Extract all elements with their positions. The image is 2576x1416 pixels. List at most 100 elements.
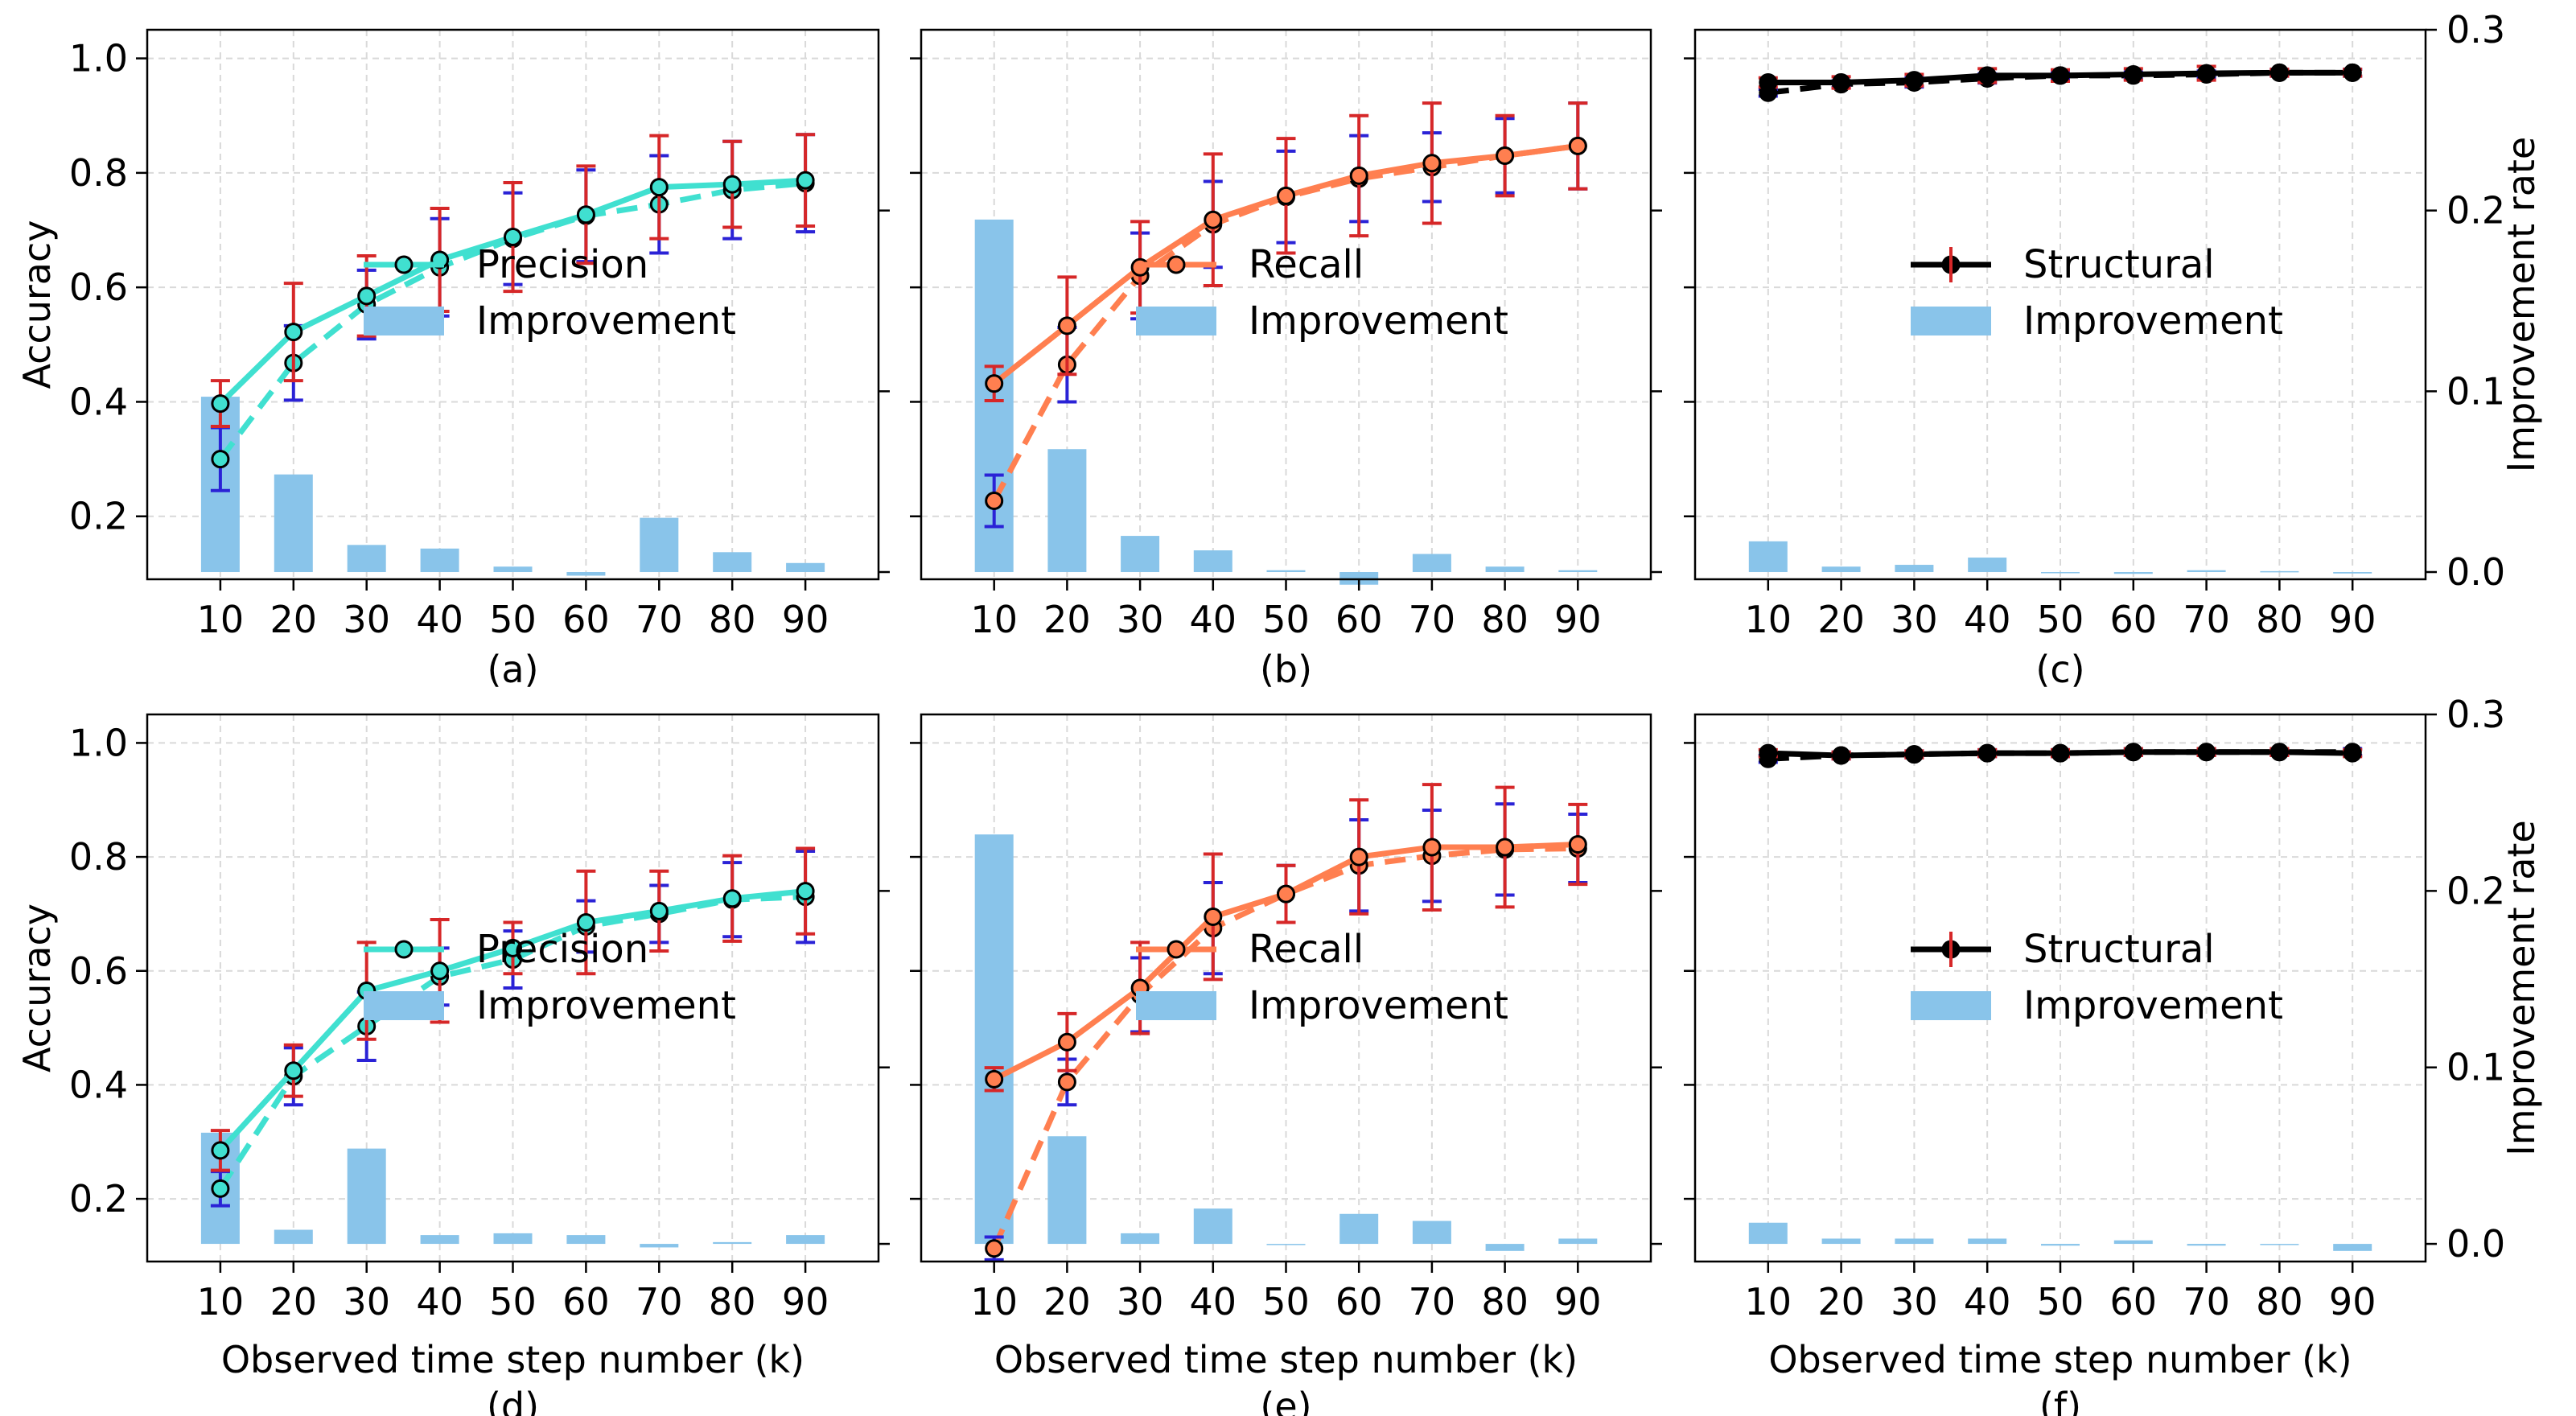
improvement-bars xyxy=(1748,541,2372,574)
data-point xyxy=(211,1141,230,1160)
x-tick-label: 70 xyxy=(1409,1280,1456,1323)
data-point xyxy=(2343,743,2362,763)
x-tick-label: 20 xyxy=(270,598,318,641)
data-point xyxy=(1349,166,1368,185)
improvement-bar xyxy=(1121,536,1160,573)
data-point xyxy=(2124,64,2143,84)
legend-label: Improvement xyxy=(1249,298,1508,344)
recall-series xyxy=(984,101,1588,403)
x-tick-label: 60 xyxy=(562,1280,610,1323)
data-point xyxy=(1204,210,1223,229)
y2-axis-label: Improvement rate xyxy=(2500,137,2543,473)
y2-tick-label: 0.3 xyxy=(2446,693,2505,736)
data-point xyxy=(1057,316,1076,335)
legend-swatch xyxy=(1911,307,1991,335)
y2-tick-label: 0.1 xyxy=(2446,1046,2505,1089)
structural-series xyxy=(1758,63,2363,92)
x-tick-label: 10 xyxy=(197,1280,245,1323)
data-point xyxy=(504,228,522,247)
improvement-bar xyxy=(566,572,606,576)
improvement-bar xyxy=(2113,1240,2153,1245)
panel-label: (d) xyxy=(487,1385,539,1416)
improvement-bar xyxy=(493,1233,533,1245)
legend-label: Precision xyxy=(476,927,648,972)
legend-marker xyxy=(394,940,414,959)
x-tick-label: 80 xyxy=(2256,598,2303,641)
legend-label: Precision xyxy=(476,242,648,287)
x-tick-label: 40 xyxy=(1190,598,1237,641)
improvement-bar xyxy=(274,474,313,573)
improvement-bar xyxy=(1558,570,1598,573)
y-ticks-left xyxy=(1684,57,1695,517)
improvement-bar xyxy=(640,517,679,573)
improvement-bar xyxy=(786,562,825,573)
improvement-bar xyxy=(2113,572,2153,574)
legend-label: Structural xyxy=(2023,927,2215,972)
y-tick-label: 0.8 xyxy=(69,151,128,195)
x-tick-label: 10 xyxy=(1745,1280,1792,1323)
x-tick-label: 40 xyxy=(1964,598,2011,641)
y2-tick-label: 0.2 xyxy=(2446,189,2505,233)
legend-label: Improvement xyxy=(2023,298,2283,344)
x-tick-label: 40 xyxy=(1190,1280,1237,1323)
improvement-bars xyxy=(974,219,1598,585)
legend: Recall Improvement xyxy=(1136,927,1508,1028)
data-point xyxy=(985,374,1004,393)
data-point xyxy=(1496,146,1515,166)
legend: Precision Improvement xyxy=(364,242,736,344)
x-tick-label: 90 xyxy=(1554,1280,1602,1323)
panel-label: (e) xyxy=(1260,1385,1311,1416)
legend-marker xyxy=(1167,940,1186,959)
legend-label: Improvement xyxy=(476,298,736,344)
legend-entry-improvement: Improvement xyxy=(1911,983,2283,1028)
improvement-bar xyxy=(2333,1244,2372,1251)
x-ticks: 10 20 30 40 50 60 70 80 90 xyxy=(197,1262,829,1323)
y-tick-label: 0.6 xyxy=(69,949,128,993)
data-point xyxy=(2343,63,2362,82)
data-point xyxy=(430,961,450,981)
legend-swatch xyxy=(364,991,444,1020)
legend-label: Improvement xyxy=(2023,983,2283,1028)
data-point xyxy=(2269,63,2289,82)
y2-axis-label: Improvement rate xyxy=(2500,820,2543,1156)
improvement-bars xyxy=(1748,1222,2372,1251)
y-ticks-right xyxy=(1651,890,1662,1245)
x-ticks: 10 20 30 40 50 60 70 80 90 xyxy=(970,1262,1602,1323)
legend-swatch xyxy=(364,307,444,335)
y-ticks-left: 0.2 0.4 0.6 0.8 1.0 xyxy=(69,37,147,538)
data-point xyxy=(1277,884,1295,904)
improvement-bar xyxy=(566,1235,606,1245)
data-point xyxy=(1832,746,1851,765)
x-tick-label: 70 xyxy=(1409,598,1456,641)
data-point xyxy=(649,901,669,920)
x-tick-label: 70 xyxy=(2183,598,2230,641)
legend: Structural Improvement xyxy=(1911,927,2283,1028)
y-ticks-left xyxy=(1684,742,1695,1200)
x-tick-label: 80 xyxy=(1481,598,1529,641)
data-point xyxy=(1204,907,1223,926)
improvement-bar xyxy=(1968,1238,2007,1245)
data-point xyxy=(1277,186,1295,205)
panel-label: (b) xyxy=(1260,648,1312,691)
y-tick-label: 0.2 xyxy=(69,1177,128,1220)
x-tick-label: 80 xyxy=(709,598,756,641)
x-ticks: 10 20 30 40 50 60 70 80 90 xyxy=(1745,579,2376,641)
x-tick-label: 30 xyxy=(1891,598,1938,641)
x-ticks: 10 20 30 40 50 60 70 80 90 xyxy=(970,579,1602,641)
panel-b: 10 20 30 40 50 60 70 80 90 (b) Recall Improvement xyxy=(910,28,1662,691)
improvement-bar xyxy=(347,545,386,573)
data-point xyxy=(1568,136,1587,155)
legend-entry-precision: Precision xyxy=(364,242,648,287)
x-tick-label: 50 xyxy=(1262,1280,1310,1323)
data-point xyxy=(722,889,742,908)
improvement-bar xyxy=(1895,565,1934,573)
data-point xyxy=(1422,154,1442,173)
panel-d: 10 20 30 40 50 60 70 80 90 0.2 0.4 0.6 0.8 1.0 Accurac… xyxy=(15,713,890,1416)
data-point xyxy=(722,175,742,194)
x-tick-label: 90 xyxy=(2329,1280,2376,1323)
data-point xyxy=(2197,743,2216,762)
legend-swatch xyxy=(1136,307,1216,335)
x-tick-label: 70 xyxy=(636,598,683,641)
improvement-bar xyxy=(1748,541,1788,573)
